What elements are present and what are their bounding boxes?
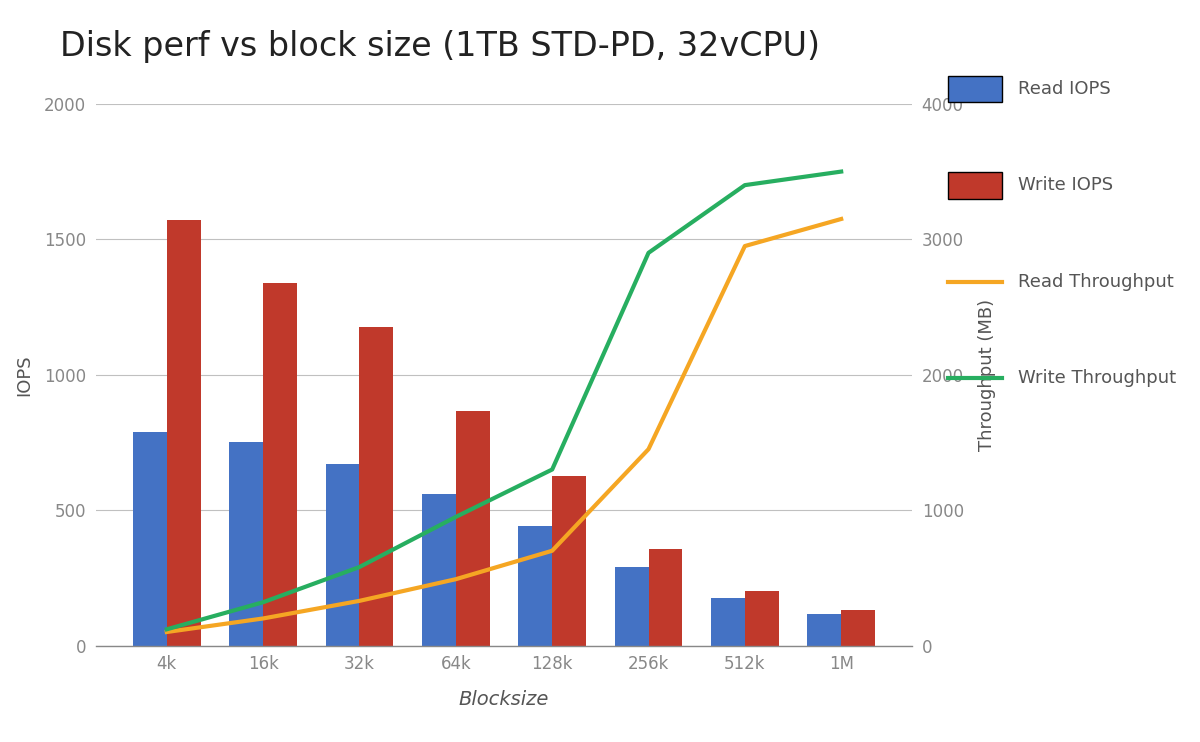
Text: Read IOPS: Read IOPS xyxy=(1018,80,1110,98)
Line: Write Throughput: Write Throughput xyxy=(167,171,841,629)
Bar xyxy=(614,567,648,646)
Read Throughput xyxy=(353,597,367,605)
Bar xyxy=(167,220,200,646)
Write Throughput xyxy=(256,598,270,607)
Write Throughput xyxy=(834,167,848,176)
Bar xyxy=(229,442,263,646)
Bar xyxy=(841,611,875,646)
Read Throughput xyxy=(256,614,270,623)
Bar xyxy=(552,476,586,646)
Read Throughput xyxy=(641,444,655,453)
Line: Read Throughput: Read Throughput xyxy=(167,219,841,632)
Read Throughput xyxy=(834,214,848,223)
Bar xyxy=(325,464,360,646)
Bar xyxy=(133,432,167,646)
Text: Write Throughput: Write Throughput xyxy=(1018,370,1176,387)
Y-axis label: IOPS: IOPS xyxy=(16,354,34,395)
Text: Write IOPS: Write IOPS xyxy=(1018,177,1112,194)
Write Throughput xyxy=(449,513,463,522)
Write Throughput xyxy=(641,249,655,257)
Bar xyxy=(263,283,296,646)
Write Throughput xyxy=(353,562,367,571)
Bar xyxy=(518,526,552,646)
Write Throughput xyxy=(160,625,174,634)
Text: Disk perf vs block size (1TB STD-PD, 32vCPU): Disk perf vs block size (1TB STD-PD, 32v… xyxy=(60,30,820,62)
Write Throughput xyxy=(738,180,752,189)
Bar xyxy=(422,494,456,646)
Read Throughput xyxy=(449,575,463,584)
Y-axis label: Throughput (MB): Throughput (MB) xyxy=(978,298,996,451)
Bar xyxy=(456,411,490,646)
Read Throughput xyxy=(545,546,559,555)
Read Throughput xyxy=(738,242,752,251)
Read Throughput xyxy=(160,628,174,637)
Write Throughput xyxy=(545,465,559,474)
Bar xyxy=(648,549,683,646)
Bar xyxy=(745,591,779,646)
X-axis label: Blocksize: Blocksize xyxy=(458,690,550,709)
Text: Read Throughput: Read Throughput xyxy=(1018,273,1174,291)
Bar xyxy=(808,614,841,646)
Bar xyxy=(712,598,745,646)
Bar xyxy=(360,327,394,646)
